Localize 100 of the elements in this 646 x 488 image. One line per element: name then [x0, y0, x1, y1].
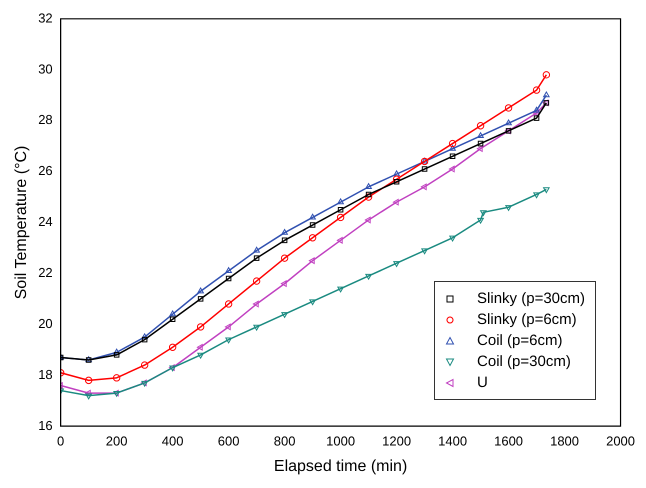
x-tick-label: 2000 [606, 434, 635, 449]
x-axis-title: Elapsed time (min) [274, 458, 408, 475]
point [392, 198, 399, 206]
x-tick-label: 400 [162, 434, 184, 449]
point [112, 374, 120, 382]
point [365, 274, 372, 280]
x-tick-label: 800 [274, 434, 296, 449]
point [533, 106, 540, 113]
y-tick-label: 18 [38, 366, 53, 382]
point [114, 352, 120, 358]
x-tick-label: 1000 [326, 434, 356, 449]
y-tick-label: 24 [38, 214, 53, 230]
point [252, 277, 260, 285]
point [476, 145, 483, 152]
point [366, 192, 372, 198]
point [533, 192, 540, 198]
point [85, 394, 92, 400]
point [309, 299, 316, 306]
point [282, 238, 288, 244]
x-tick-label: 0 [57, 434, 64, 449]
point [308, 234, 316, 242]
point [197, 352, 204, 359]
x-tick-label: 1400 [438, 434, 468, 449]
point [254, 255, 260, 261]
point [197, 288, 204, 294]
point [449, 144, 456, 151]
point [364, 216, 371, 224]
point [168, 344, 176, 351]
point [308, 257, 315, 264]
point [337, 198, 344, 204]
y-tick-label: 22 [38, 265, 53, 280]
point [281, 228, 288, 235]
point [309, 214, 316, 220]
y-tick-label: 16 [38, 418, 53, 433]
point [480, 210, 487, 216]
point [84, 376, 92, 384]
legend-label: Coil (p=30cm) [477, 352, 571, 372]
legend-label: U [477, 373, 488, 393]
point [196, 323, 204, 331]
point [141, 333, 148, 340]
point [196, 344, 203, 351]
point [113, 348, 120, 354]
point [170, 316, 176, 322]
point [84, 390, 91, 396]
point [449, 236, 456, 242]
point [252, 300, 259, 308]
point [393, 261, 400, 267]
x-tick-label: 1200 [382, 434, 412, 449]
point [532, 86, 540, 94]
legend-label: Coil (p=6cm) [477, 331, 562, 351]
point [505, 119, 512, 126]
y-tick-label: 32 [38, 10, 53, 26]
point [505, 205, 512, 211]
point [337, 286, 344, 292]
point [543, 91, 550, 98]
y-axis-title: Soil Temperature (°C) [13, 146, 30, 300]
legend-label: Slinky (p=30cm) [477, 289, 585, 309]
point [477, 132, 484, 138]
point [336, 237, 343, 244]
y-tick-label: 30 [38, 61, 53, 76]
point [393, 170, 400, 176]
point [225, 338, 232, 344]
point [198, 296, 204, 302]
x-tick-label: 200 [106, 434, 128, 449]
point [542, 71, 550, 79]
point [534, 115, 540, 121]
point [476, 122, 484, 130]
point [253, 324, 260, 331]
point [448, 166, 455, 172]
point [392, 176, 400, 183]
point [169, 310, 176, 316]
point [448, 140, 456, 148]
legend-label: Slinky (p=6cm) [477, 310, 577, 330]
x-tick-label: 1600 [494, 434, 524, 449]
point [421, 248, 428, 254]
point [422, 166, 428, 172]
y-tick-label: 28 [38, 112, 53, 128]
point [394, 179, 400, 185]
point [478, 140, 484, 146]
point [142, 336, 148, 342]
point [224, 324, 231, 330]
x-tick-label: 600 [218, 434, 240, 449]
point [253, 246, 260, 253]
point [280, 254, 288, 262]
point [281, 312, 288, 318]
point [420, 184, 427, 190]
point [338, 207, 344, 213]
point [543, 187, 550, 194]
point [280, 280, 287, 287]
point [224, 300, 232, 308]
point [226, 276, 232, 282]
y-tick-label: 20 [38, 316, 53, 331]
point [365, 183, 372, 189]
point [477, 218, 484, 224]
point [140, 361, 148, 369]
point [310, 222, 316, 228]
point [504, 104, 512, 112]
point [225, 267, 232, 273]
x-tick-label: 1800 [550, 434, 580, 449]
point [364, 193, 372, 201]
